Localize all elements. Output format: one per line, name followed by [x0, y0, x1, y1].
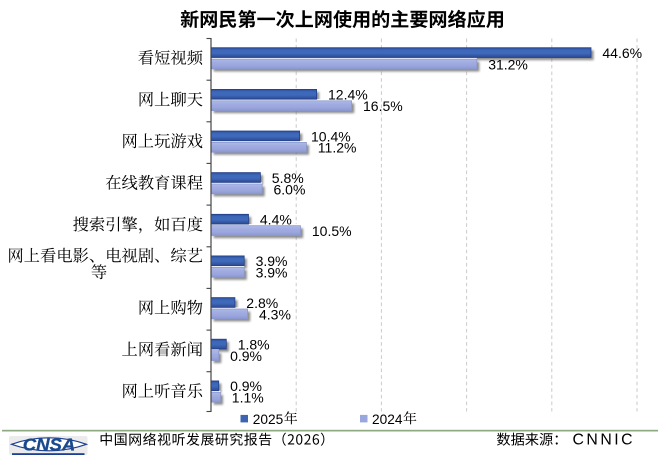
svg-text:16.5%: 16.5%	[363, 98, 403, 114]
svg-text:6.0%: 6.0%	[274, 181, 306, 197]
svg-text:4.3%: 4.3%	[259, 306, 291, 322]
svg-text:0.9%: 0.9%	[230, 348, 262, 364]
svg-text:5.8%: 5.8%	[272, 170, 304, 186]
svg-text:11.2%: 11.2%	[318, 140, 357, 156]
svg-text:10.4%: 10.4%	[311, 128, 351, 144]
svg-text:CNNIC: CNNIC	[573, 432, 636, 449]
svg-text:1.1%: 1.1%	[232, 390, 264, 406]
svg-text:31.2%: 31.2%	[488, 56, 528, 72]
svg-text:CNSA: CNSA	[23, 435, 76, 455]
svg-text:2025: 2025	[253, 412, 284, 427]
svg-text:3.9%: 3.9%	[256, 265, 288, 281]
svg-text:3.9%: 3.9%	[256, 253, 288, 269]
svg-text:12.4%: 12.4%	[328, 87, 368, 103]
svg-text:2024: 2024	[372, 412, 403, 427]
svg-text:0.9%: 0.9%	[230, 378, 262, 394]
svg-text:4.4%: 4.4%	[260, 212, 292, 228]
svg-text:2.8%: 2.8%	[246, 295, 278, 311]
svg-text:44.6%: 44.6%	[602, 45, 642, 61]
svg-text:1.8%: 1.8%	[238, 337, 270, 353]
svg-text:10.5%: 10.5%	[312, 223, 352, 239]
